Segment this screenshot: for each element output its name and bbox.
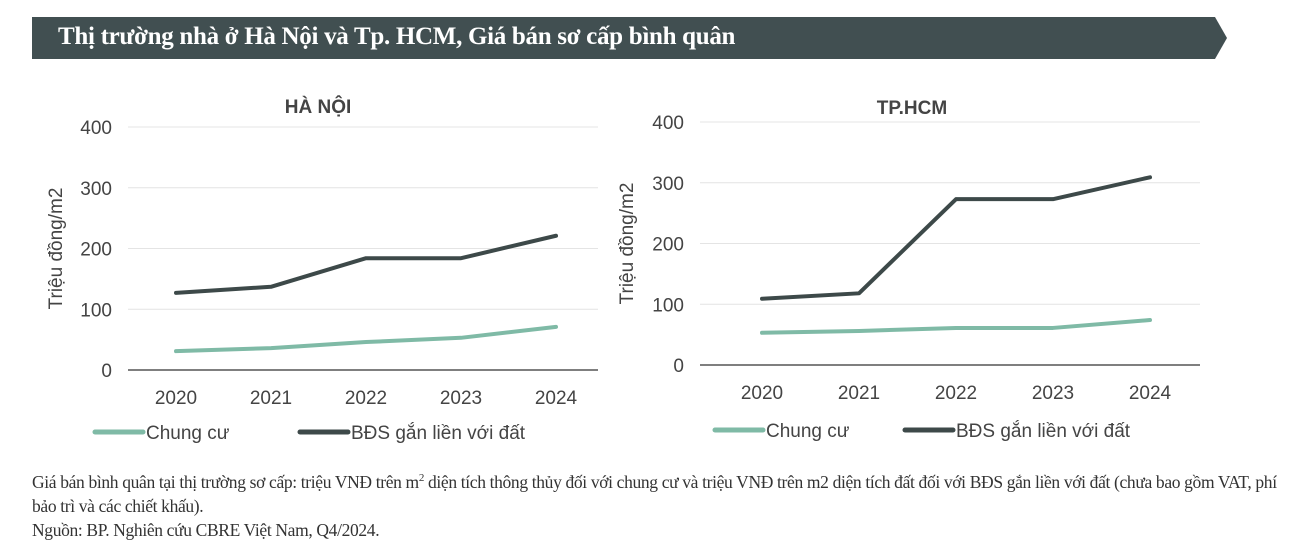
x-tick-label: 2021 — [838, 383, 880, 404]
legend-label: BĐS gắn liền với đất — [351, 422, 526, 444]
y-tick-label: 400 — [80, 118, 112, 139]
x-tick-label: 2022 — [345, 388, 387, 409]
page-title: Thị trường nhà ở Hà Nội và Tp. HCM, Giá … — [58, 23, 736, 50]
x-tick-label: 2023 — [440, 388, 482, 409]
footnote-source: Nguồn: BP. Nghiên cứu CBRE Việt Nam, Q4/… — [32, 519, 380, 540]
x-tick-label: 2020 — [155, 388, 197, 409]
y-tick-label: 200 — [80, 240, 112, 261]
title-banner: Thị trường nhà ở Hà Nội và Tp. HCM, Giá … — [32, 17, 1227, 59]
footnote-text-b: diện tích thông thủy đối với chung cư và… — [32, 471, 1277, 516]
footnote: Giá bán bình quân tại thị trường sơ cấp:… — [32, 466, 1282, 542]
x-tick-label: 2024 — [1129, 383, 1172, 404]
y-tick-label: 300 — [652, 174, 684, 195]
legend-label: BĐS gắn liền với đất — [956, 420, 1131, 442]
x-tick-label: 2024 — [535, 388, 578, 409]
y-tick-label: 200 — [652, 235, 684, 256]
y-tick-label: 0 — [101, 361, 112, 382]
legend-label: Chung cư — [766, 421, 850, 442]
y-axis-label: Triệu đồng/m2 — [46, 188, 67, 310]
footnote-text-a: Giá bán bình quân tại thị trường sơ cấp:… — [32, 471, 419, 492]
x-tick-label: 2021 — [250, 388, 292, 409]
legend-label: Chung cư — [146, 423, 230, 444]
footnote-sup: 2 — [418, 472, 425, 484]
y-axis-label: Triệu đồng/m2 — [617, 183, 638, 305]
series-line-chung-cu — [760, 318, 1152, 335]
chart-title: HÀ NỘI — [285, 96, 352, 118]
y-tick-label: 0 — [673, 356, 684, 377]
series-line-bds — [174, 233, 558, 295]
x-tick-label: 2022 — [935, 383, 977, 404]
y-tick-label: 100 — [652, 295, 684, 316]
banner-background — [32, 17, 1227, 59]
series-line-bds — [760, 175, 1152, 301]
series-line-chung-cu — [174, 324, 558, 354]
chart-title: TP.HCM — [877, 98, 947, 119]
y-tick-label: 100 — [80, 300, 112, 321]
y-tick-label: 400 — [652, 113, 684, 134]
charts: HÀ NỘI 0 100 200 300 400 2020 2021 2022 2023 2024 T… — [46, 96, 1200, 444]
y-tick-label: 300 — [80, 179, 112, 200]
x-tick-label: 2020 — [741, 383, 783, 404]
x-tick-label: 2023 — [1032, 383, 1074, 404]
